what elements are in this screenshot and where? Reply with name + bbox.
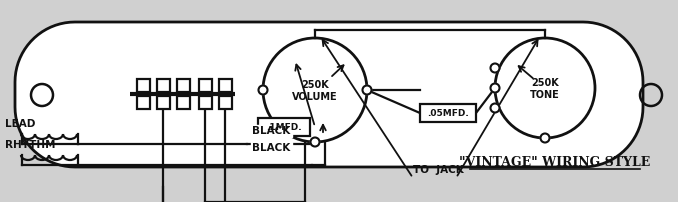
- Bar: [177, 79, 190, 92]
- Text: BLACK: BLACK: [252, 126, 290, 136]
- Text: .1MFD.: .1MFD.: [266, 122, 302, 132]
- Circle shape: [363, 85, 372, 95]
- Circle shape: [258, 85, 268, 95]
- Circle shape: [490, 83, 500, 93]
- Bar: [177, 96, 190, 109]
- Text: TONE: TONE: [530, 90, 560, 100]
- Circle shape: [311, 138, 319, 146]
- Bar: [219, 96, 232, 109]
- Polygon shape: [15, 22, 643, 167]
- Bar: [219, 79, 232, 92]
- Text: 250K: 250K: [301, 80, 329, 90]
- Bar: [137, 96, 150, 109]
- Text: LEAD: LEAD: [5, 119, 35, 129]
- Bar: [157, 96, 170, 109]
- Text: TO  JACK: TO JACK: [413, 165, 463, 175]
- Bar: [420, 104, 476, 122]
- Bar: [199, 96, 212, 109]
- Text: 250K: 250K: [531, 78, 559, 88]
- Circle shape: [490, 103, 500, 113]
- Bar: [258, 118, 310, 136]
- Text: BLACK: BLACK: [252, 143, 290, 153]
- Text: .05MFD.: .05MFD.: [427, 108, 469, 118]
- Text: RHYTHM: RHYTHM: [5, 140, 56, 150]
- Circle shape: [540, 134, 549, 142]
- Circle shape: [490, 63, 500, 73]
- Bar: [137, 79, 150, 92]
- Text: "VINTAGE" WIRING STYLE: "VINTAGE" WIRING STYLE: [460, 156, 651, 168]
- Text: VOLUME: VOLUME: [292, 92, 338, 102]
- Bar: [199, 79, 212, 92]
- Bar: [157, 79, 170, 92]
